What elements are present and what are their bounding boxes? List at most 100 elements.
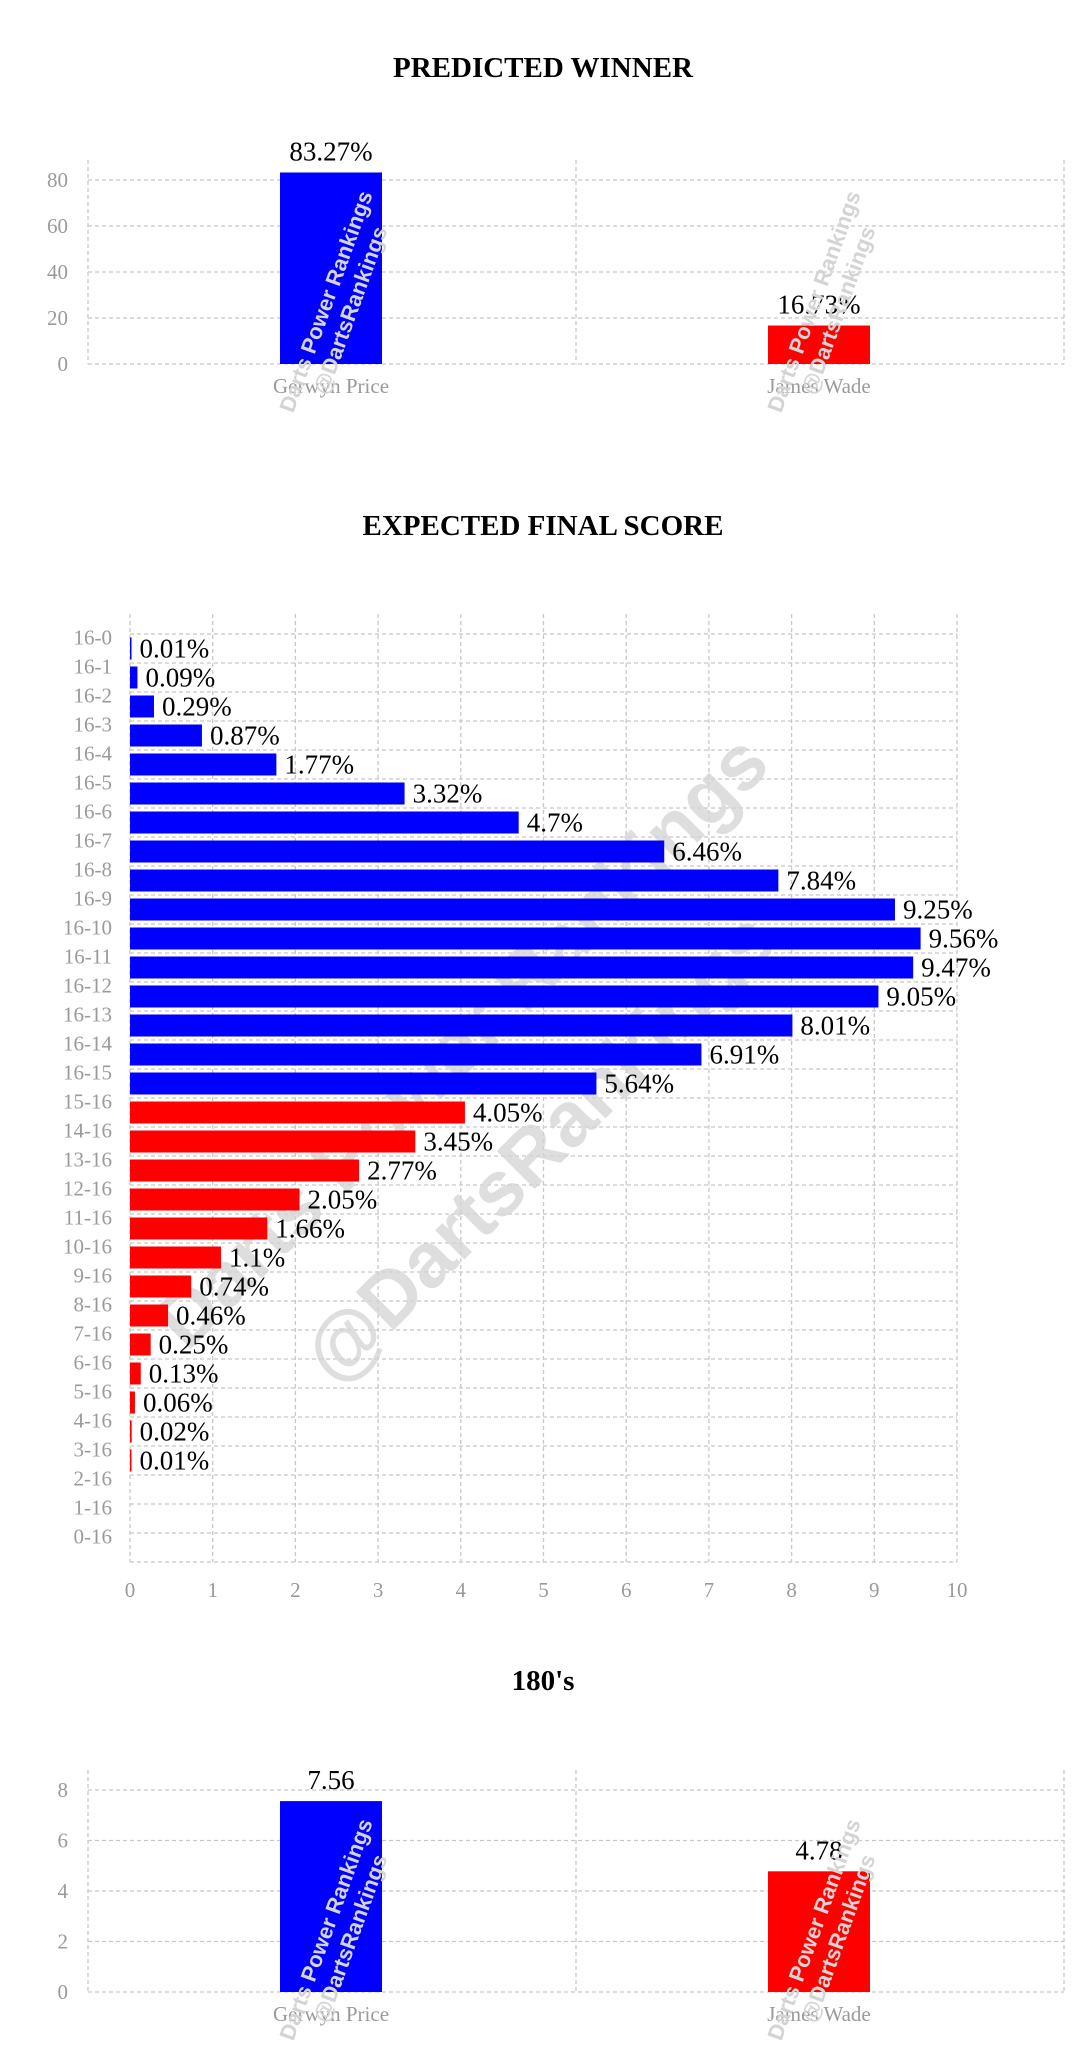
score-bar-16-10 xyxy=(130,927,921,950)
score-bar-9-16 xyxy=(130,1275,192,1298)
score-x-tick-label: 9 xyxy=(869,1578,880,1602)
score-value-label: 2.77% xyxy=(367,1156,437,1186)
score-x-tick-label: 5 xyxy=(538,1578,549,1602)
score-y-tick-label: 13-16 xyxy=(63,1148,112,1172)
score-value-label: 7.84% xyxy=(786,866,856,896)
score-bar-16-8 xyxy=(130,869,779,892)
score-bar-8-16 xyxy=(130,1304,169,1327)
score-bar-15-16 xyxy=(130,1101,465,1124)
winner-y-tick-label: 0 xyxy=(58,352,69,376)
score-y-tick-label: 16-10 xyxy=(63,916,112,940)
score-x-tick-label: 10 xyxy=(947,1578,968,1602)
winner-value-label: 16.73% xyxy=(777,290,860,320)
one80s-y-tick-label: 4 xyxy=(58,1879,69,1903)
score-y-tick-label: 6-16 xyxy=(74,1351,113,1375)
winner-y-tick-label: 60 xyxy=(47,214,68,238)
score-bar-16-12 xyxy=(130,985,879,1008)
score-x-tick-label: 0 xyxy=(125,1578,136,1602)
one80s-value-label: 4.78 xyxy=(795,1835,842,1865)
score-value-label: 9.47% xyxy=(921,953,991,983)
score-bar-7-16 xyxy=(130,1333,151,1356)
one80s-y-tick-label: 0 xyxy=(58,1980,69,2004)
score-y-tick-label: 16-1 xyxy=(74,655,113,679)
score-bar-16-0 xyxy=(130,637,132,660)
one80s-bar-gerwyn-price xyxy=(280,1801,382,1992)
score-bar-16-13 xyxy=(130,1014,793,1037)
winner-value-label: 83.27% xyxy=(289,136,372,166)
one80s-y-tick-label: 8 xyxy=(58,1778,69,1802)
one80s-chart-title: 180's xyxy=(511,1665,575,1697)
winner-chart-title: PREDICTED WINNER xyxy=(393,52,693,84)
score-value-label: 5.64% xyxy=(604,1069,674,1099)
score-bar-16-1 xyxy=(130,666,138,689)
score-value-label: 9.25% xyxy=(903,895,973,925)
score-bar-10-16 xyxy=(130,1246,221,1269)
score-bar-3-16 xyxy=(130,1449,132,1472)
score-value-label: 4.05% xyxy=(473,1098,543,1128)
score-y-tick-label: 8-16 xyxy=(74,1293,113,1317)
score-value-label: 0.06% xyxy=(143,1388,213,1418)
score-y-tick-label: 16-11 xyxy=(64,945,112,969)
score-y-tick-label: 16-7 xyxy=(74,829,113,853)
score-bar-4-16 xyxy=(130,1420,132,1443)
score-y-tick-label: 16-14 xyxy=(63,1032,112,1056)
score-value-label: 1.77% xyxy=(284,750,354,780)
score-value-label: 8.01% xyxy=(800,1011,870,1041)
score-bar-14-16 xyxy=(130,1130,416,1153)
score-value-label: 0.46% xyxy=(176,1301,246,1331)
score-x-tick-label: 7 xyxy=(704,1578,715,1602)
score-value-label: 1.66% xyxy=(275,1214,345,1244)
score-y-tick-label: 2-16 xyxy=(74,1467,113,1491)
score-y-tick-label: 16-2 xyxy=(74,684,113,708)
winner-x-tick-label: Gerwyn Price xyxy=(273,374,389,398)
score-y-tick-label: 12-16 xyxy=(63,1177,112,1201)
score-x-tick-label: 3 xyxy=(373,1578,384,1602)
score-y-tick-label: 16-3 xyxy=(74,713,113,737)
winner-bar-gerwyn-price xyxy=(280,172,382,364)
score-value-label: 0.25% xyxy=(159,1330,229,1360)
score-value-label: 3.45% xyxy=(423,1127,493,1157)
score-y-tick-label: 16-9 xyxy=(74,887,113,911)
score-y-tick-label: 16-12 xyxy=(63,974,112,998)
score-y-tick-label: 16-13 xyxy=(63,1003,112,1027)
score-bar-13-16 xyxy=(130,1159,360,1182)
score-value-label: 0.87% xyxy=(210,721,280,751)
score-value-label: 0.29% xyxy=(162,692,232,722)
score-y-tick-label: 16-15 xyxy=(63,1061,112,1085)
one80s-bar-james-wade xyxy=(768,1871,870,1992)
score-value-label: 0.74% xyxy=(199,1272,269,1302)
score-y-tick-label: 14-16 xyxy=(63,1119,112,1143)
score-bar-16-2 xyxy=(130,695,154,718)
score-bar-16-7 xyxy=(130,840,665,863)
one80s-y-tick-label: 2 xyxy=(58,1930,69,1954)
score-bar-5-16 xyxy=(130,1391,135,1414)
score-value-label: 1.1% xyxy=(229,1243,285,1273)
score-y-tick-label: 11-16 xyxy=(64,1206,112,1230)
score-chart-title: EXPECTED FINAL SCORE xyxy=(362,510,724,542)
winner-y-tick-label: 80 xyxy=(47,168,68,192)
one80s-value-label: 7.56 xyxy=(307,1765,354,1795)
score-y-tick-label: 4-16 xyxy=(74,1409,113,1433)
score-value-label: 0.01% xyxy=(140,634,210,664)
score-x-tick-label: 4 xyxy=(456,1578,467,1602)
score-bar-16-11 xyxy=(130,956,914,979)
winner-bar-james-wade xyxy=(768,325,870,364)
winner-x-tick-label: James Wade xyxy=(767,374,870,398)
score-bar-16-3 xyxy=(130,724,202,747)
score-y-tick-label: 0-16 xyxy=(74,1525,113,1549)
score-y-tick-label: 16-6 xyxy=(74,800,113,824)
score-x-tick-label: 1 xyxy=(207,1578,218,1602)
score-bar-16-6 xyxy=(130,811,519,834)
score-value-label: 6.91% xyxy=(709,1040,779,1070)
score-value-label: 9.56% xyxy=(929,924,999,954)
score-value-label: 0.09% xyxy=(145,663,215,693)
score-bar-12-16 xyxy=(130,1188,300,1211)
score-y-tick-label: 1-16 xyxy=(74,1496,113,1520)
score-x-tick-label: 2 xyxy=(290,1578,301,1602)
score-bar-6-16 xyxy=(130,1362,141,1385)
score-value-label: 2.05% xyxy=(308,1185,378,1215)
score-value-label: 0.13% xyxy=(149,1359,219,1389)
score-bar-11-16 xyxy=(130,1217,268,1240)
